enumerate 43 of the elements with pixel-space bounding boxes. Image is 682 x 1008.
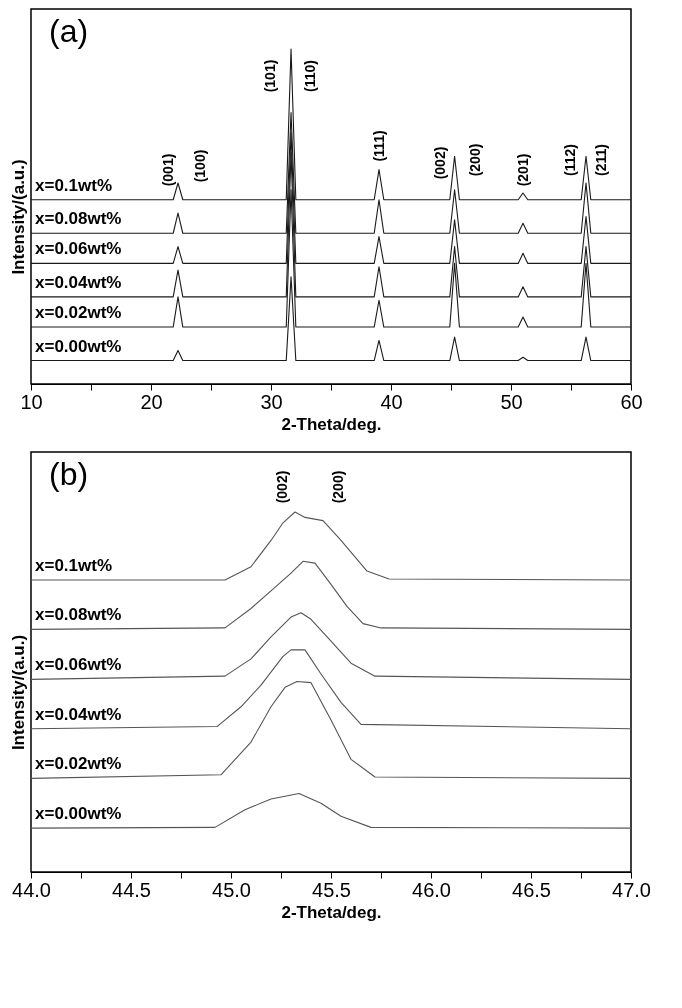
x-tick-label: 30 bbox=[260, 390, 283, 413]
annotation: (a) bbox=[49, 13, 89, 49]
series-label: x=0.02wt% bbox=[35, 754, 122, 774]
series-label: x=0.00wt% bbox=[35, 804, 122, 824]
annotation: (110) bbox=[302, 60, 318, 92]
annotation: (211) bbox=[593, 144, 609, 176]
series-label: x=0.02wt% bbox=[35, 303, 122, 323]
series-label: x=0.08wt% bbox=[35, 209, 122, 229]
x-tick-label: 47.0 bbox=[612, 878, 651, 901]
series-label: x=0.06wt% bbox=[35, 239, 122, 259]
annotation: (112) bbox=[562, 144, 578, 176]
series-label: x=0.08wt% bbox=[35, 605, 122, 625]
x-tick-label: 40 bbox=[380, 390, 403, 413]
y-axis-title: Intensity/(a.u.) bbox=[8, 159, 28, 275]
series-label: x=0.1wt% bbox=[35, 556, 113, 576]
y-axis-title: Intensity/(a.u.) bbox=[8, 634, 28, 751]
series-label: x=0.00wt% bbox=[35, 336, 122, 356]
annotation: (001) bbox=[160, 153, 176, 187]
x-tick-label: 44.0 bbox=[12, 878, 51, 901]
series-label: x=0.06wt% bbox=[35, 655, 122, 675]
x-tick-label: 44.5 bbox=[112, 878, 151, 901]
x-tick-label: 45.5 bbox=[312, 878, 351, 901]
x-tick-label: 50 bbox=[500, 390, 523, 413]
annotation: (200) bbox=[467, 143, 483, 177]
x-axis-title: 2-Theta/deg. bbox=[281, 414, 382, 434]
series-label: x=0.04wt% bbox=[35, 272, 122, 292]
annotation: (201) bbox=[515, 153, 531, 187]
x-tick-label: 20 bbox=[140, 390, 163, 413]
series-label: x=0.1wt% bbox=[35, 175, 113, 195]
series-label: x=0.04wt% bbox=[35, 704, 122, 724]
annotation: (101) bbox=[262, 59, 278, 93]
text: (200) bbox=[330, 470, 346, 504]
x-tick-label: 45.0 bbox=[212, 878, 251, 901]
x-tick-label: 10 bbox=[20, 390, 43, 413]
annotation: (100) bbox=[192, 149, 208, 183]
x-tick-label: 46.5 bbox=[512, 878, 551, 901]
x-tick-label: 46.0 bbox=[412, 878, 451, 901]
text: (b) bbox=[49, 456, 89, 492]
annotation: (002) bbox=[432, 146, 448, 180]
text: (002) bbox=[274, 470, 290, 504]
annotation: (111) bbox=[371, 130, 387, 162]
x-axis-title: 2-Theta/deg. bbox=[281, 902, 382, 922]
x-tick-label: 60 bbox=[620, 390, 643, 413]
